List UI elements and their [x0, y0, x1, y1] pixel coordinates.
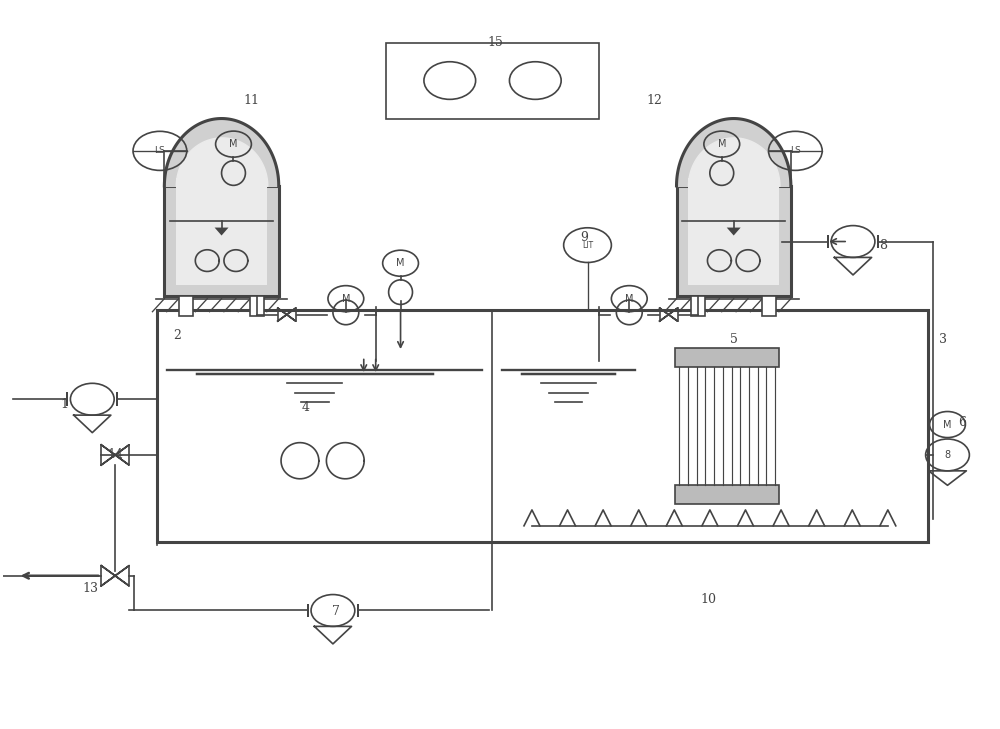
- Text: 15: 15: [487, 36, 503, 49]
- Text: M: M: [342, 294, 350, 304]
- Text: 7: 7: [332, 605, 340, 618]
- Text: M: M: [625, 294, 634, 304]
- Text: M: M: [396, 258, 405, 268]
- Text: 8: 8: [944, 450, 951, 460]
- Bar: [675, 348, 779, 367]
- Bar: [762, 296, 776, 316]
- Bar: [179, 296, 193, 316]
- Bar: [176, 178, 267, 284]
- Text: 13: 13: [82, 582, 98, 596]
- Text: 2: 2: [173, 329, 181, 342]
- Text: LS: LS: [155, 147, 165, 155]
- Text: 5: 5: [730, 332, 738, 346]
- Bar: [386, 42, 599, 119]
- Text: M: M: [229, 139, 238, 149]
- Text: 4: 4: [302, 402, 310, 414]
- Text: 1: 1: [60, 398, 68, 410]
- Bar: [688, 178, 779, 284]
- Text: 3: 3: [939, 332, 947, 346]
- Text: 9: 9: [581, 231, 588, 244]
- Polygon shape: [727, 227, 741, 235]
- Bar: [157, 311, 928, 542]
- Text: 8: 8: [879, 238, 887, 252]
- Text: 14: 14: [107, 448, 123, 461]
- Text: LIT: LIT: [582, 241, 593, 249]
- Text: 11: 11: [243, 94, 259, 107]
- Text: LS: LS: [790, 147, 801, 155]
- Bar: [164, 186, 279, 296]
- Text: 12: 12: [646, 94, 662, 107]
- Bar: [675, 485, 779, 504]
- Text: M: M: [943, 420, 952, 429]
- Bar: [677, 186, 791, 296]
- Text: 10: 10: [701, 593, 717, 606]
- Text: M: M: [718, 139, 726, 149]
- Bar: [691, 296, 705, 316]
- Text: 6: 6: [958, 416, 966, 429]
- Bar: [250, 296, 264, 316]
- Polygon shape: [215, 227, 229, 235]
